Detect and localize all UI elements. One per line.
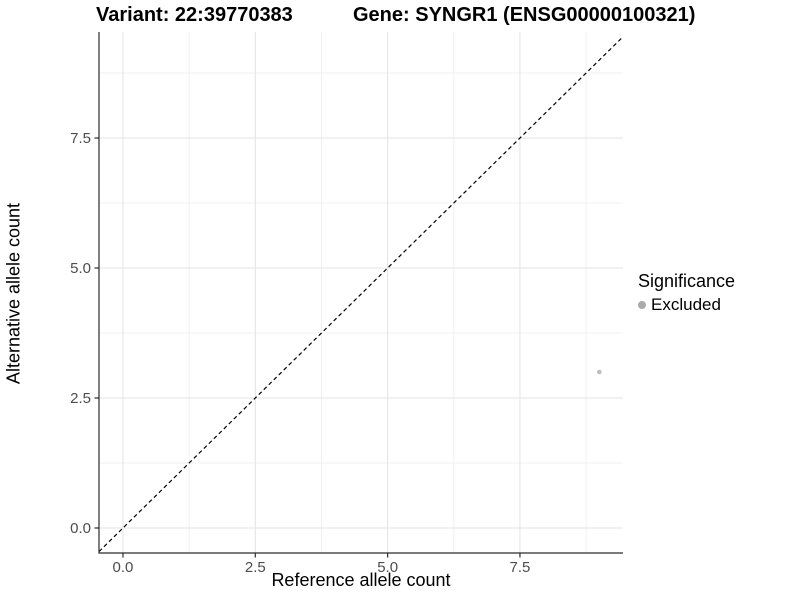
legend: Significance Excluded: [638, 271, 735, 315]
x-tick-label: 2.5: [245, 559, 266, 576]
x-tick-label: 7.5: [510, 559, 531, 576]
identity-dashed-line: [98, 36, 624, 552]
y-tick-label: 2.5: [70, 390, 91, 407]
legend-title: Significance: [638, 271, 736, 291]
y-tick-label: 5.0: [70, 260, 91, 277]
data-point: [597, 369, 602, 375]
x-axis-title: Reference allele count: [271, 570, 451, 590]
legend-item-excluded: Excluded: [638, 295, 735, 315]
legend-point-icon: [638, 301, 646, 309]
variant-title: Variant: 22:39770383: [96, 4, 293, 26]
x-tick-label: 5.0: [377, 559, 398, 576]
y-tick-label: 0.0: [70, 520, 91, 537]
x-tick-label: 0.0: [113, 559, 134, 576]
legend-item-label: Excluded: [651, 295, 721, 314]
gene-title: Gene: SYNGR1 (ENSG00000100321): [353, 4, 696, 26]
y-axis-title: Alternative allele count: [3, 202, 24, 385]
y-tick-label: 7.5: [70, 130, 91, 147]
